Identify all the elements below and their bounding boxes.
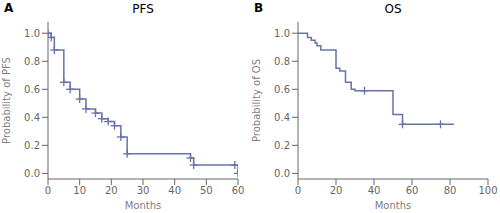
- svg-text:0.2: 0.2: [24, 140, 40, 151]
- html-text:PFS: PFS: [132, 2, 154, 16]
- svg-text:30: 30: [137, 185, 150, 196]
- svg-text:20: 20: [105, 185, 118, 196]
- svg-text:100: 100: [478, 185, 492, 196]
- svg-text:0.8: 0.8: [274, 56, 290, 67]
- html-text:OS: OS: [384, 2, 402, 16]
- svg-text:40: 40: [168, 185, 181, 196]
- svg-text:80: 80: [444, 185, 457, 196]
- svg-text:0.0: 0.0: [24, 168, 40, 179]
- svg-text:20: 20: [330, 185, 343, 196]
- svg-text:Months: Months: [375, 200, 412, 211]
- svg-text:10: 10: [73, 185, 86, 196]
- svg-text:1.0: 1.0: [24, 28, 40, 39]
- svg-text:0.6: 0.6: [274, 84, 290, 95]
- html-text:B: B: [254, 1, 264, 15]
- svg-text:0.4: 0.4: [24, 112, 40, 123]
- svg-text:0.8: 0.8: [24, 56, 40, 67]
- svg-text:60: 60: [232, 185, 245, 196]
- svg-text:Probability of OS: Probability of OS: [251, 59, 262, 142]
- svg-text:0.4: 0.4: [274, 112, 290, 123]
- svg-text:0: 0: [295, 185, 301, 196]
- svg-text:Probability of PFS: Probability of PFS: [8, 57, 12, 144]
- svg-text:50: 50: [200, 185, 213, 196]
- svg-text:60: 60: [406, 185, 419, 196]
- svg-text:1.0: 1.0: [274, 28, 290, 39]
- svg-text:0: 0: [45, 185, 51, 196]
- svg-text:40: 40: [368, 185, 381, 196]
- html-text:A: A: [4, 1, 14, 15]
- svg-text:Months: Months: [125, 200, 162, 211]
- svg-text:0.6: 0.6: [24, 84, 40, 95]
- svg-text:0.0: 0.0: [274, 168, 290, 179]
- svg-text:0.2: 0.2: [274, 140, 290, 151]
